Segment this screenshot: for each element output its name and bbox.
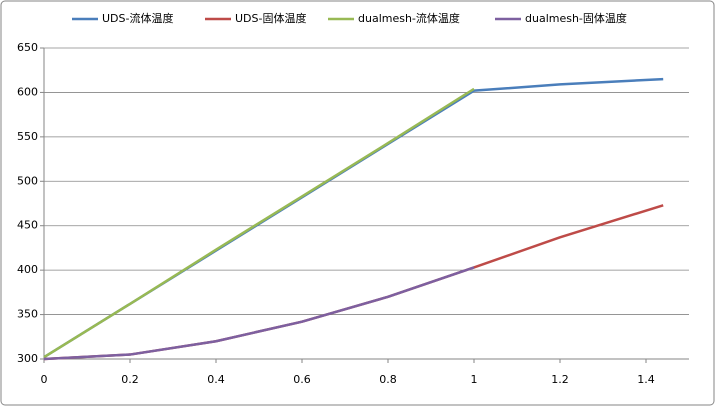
x-tick-label: 0.6 <box>293 373 311 386</box>
x-tick-label: 0.2 <box>121 373 139 386</box>
x-tick-label: 0.8 <box>379 373 397 386</box>
y-tick-label: 550 <box>17 130 38 143</box>
y-tick-label: 400 <box>17 263 38 276</box>
y-tick-label: 300 <box>17 352 38 365</box>
y-tick-label: 450 <box>17 219 38 232</box>
y-tick-label: 350 <box>17 308 38 321</box>
x-tick-label: 1.4 <box>637 373 655 386</box>
legend-label: UDS-流体温度 <box>102 11 173 25</box>
y-tick-label: 600 <box>17 85 38 98</box>
series-line <box>43 266 475 361</box>
legend-label: dualmesh-固体温度 <box>525 11 627 25</box>
x-tick-label: 0 <box>41 373 48 386</box>
x-tick-label: 1 <box>471 373 478 386</box>
y-tick-label: 650 <box>17 41 38 54</box>
series-line <box>43 87 475 359</box>
x-tick-label: 0.4 <box>207 373 225 386</box>
legend-label: dualmesh-流体温度 <box>358 11 460 25</box>
legend-label: UDS-固体温度 <box>235 11 306 25</box>
y-tick-label: 500 <box>17 174 38 187</box>
x-tick-label: 1.2 <box>551 373 569 386</box>
